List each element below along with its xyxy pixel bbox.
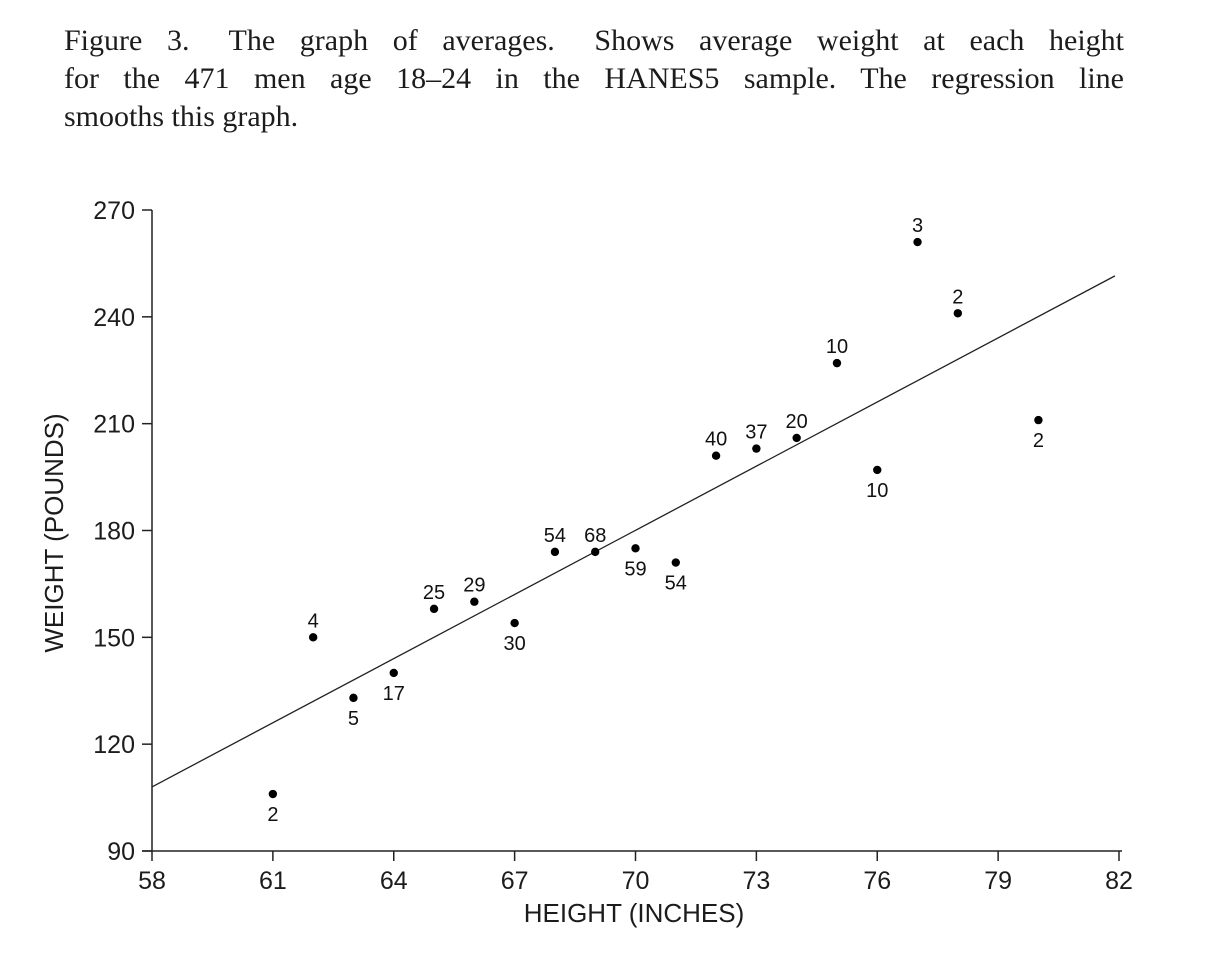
count-label: 10 bbox=[826, 336, 848, 358]
y-tick-label: 90 bbox=[107, 838, 135, 866]
data-point bbox=[550, 547, 560, 557]
caption-line-2: for the 471 men age 18–24 in the HANES5 … bbox=[64, 62, 1124, 95]
x-axis-title: HEIGHT (INCHES) bbox=[524, 898, 745, 928]
data-point bbox=[429, 604, 439, 614]
x-tick-label: 76 bbox=[863, 867, 891, 895]
y-axis-title: WEIGHT (POUNDS) bbox=[39, 413, 69, 652]
data-point bbox=[913, 237, 922, 247]
count-label: 68 bbox=[584, 525, 606, 547]
data-point bbox=[591, 547, 600, 557]
data-point bbox=[349, 693, 358, 703]
x-tick-label: 79 bbox=[984, 867, 1012, 895]
y-tick-label: 120 bbox=[93, 731, 135, 759]
x-tick-label: 58 bbox=[138, 867, 166, 895]
caption-line-1: Figure 3. The graph of averages. Shows a… bbox=[64, 24, 1124, 57]
data-point bbox=[510, 618, 519, 628]
count-label: 5 bbox=[348, 708, 359, 730]
count-label: 30 bbox=[504, 633, 526, 655]
y-tick-label: 180 bbox=[93, 518, 135, 546]
x-tick-label: 67 bbox=[501, 867, 529, 895]
axes bbox=[142, 209, 1122, 861]
y-tick-label: 210 bbox=[93, 411, 135, 439]
x-tick-label: 70 bbox=[622, 867, 650, 895]
count-label: 2 bbox=[267, 804, 278, 826]
data-point bbox=[631, 544, 640, 553]
data-point bbox=[711, 451, 721, 460]
y-tick-label: 270 bbox=[93, 197, 135, 225]
data-point bbox=[953, 309, 963, 318]
count-label: 3 bbox=[912, 215, 923, 237]
count-label: 10 bbox=[866, 480, 888, 502]
data-point bbox=[308, 633, 318, 642]
y-tick-label: 240 bbox=[93, 304, 135, 332]
data-point bbox=[268, 789, 278, 799]
x-tick-label: 82 bbox=[1105, 867, 1133, 895]
count-label: 25 bbox=[423, 582, 445, 604]
x-tick-label: 73 bbox=[742, 867, 770, 895]
data-points: 2 4 5 17 25 29 30 54 68 59 54 40 37 20 10 10 3 2 2 bbox=[267, 215, 1044, 826]
count-label: 40 bbox=[705, 429, 727, 451]
count-label: 29 bbox=[463, 575, 485, 597]
count-label: 54 bbox=[544, 525, 566, 547]
data-point bbox=[752, 444, 761, 453]
regression-line bbox=[151, 275, 1116, 788]
data-point bbox=[671, 558, 680, 567]
data-point bbox=[832, 358, 842, 368]
x-tick-label: 61 bbox=[259, 867, 287, 895]
y-tick-label: 150 bbox=[93, 624, 135, 652]
count-label: 59 bbox=[624, 558, 646, 580]
data-point bbox=[792, 433, 801, 443]
count-label: 2 bbox=[952, 286, 963, 308]
count-label: 20 bbox=[786, 411, 808, 433]
figure-caption: Figure 3. The graph of averages. Shows a… bbox=[64, 22, 1124, 136]
data-point bbox=[873, 465, 882, 475]
count-label: 37 bbox=[745, 422, 767, 444]
data-point bbox=[470, 597, 479, 606]
caption-line-3: smooths this graph. bbox=[64, 100, 299, 133]
count-label: 17 bbox=[383, 683, 405, 705]
count-label: 2 bbox=[1033, 430, 1044, 452]
count-label: 54 bbox=[665, 573, 687, 595]
data-point bbox=[1034, 415, 1043, 425]
x-tick-label: 64 bbox=[380, 867, 408, 895]
data-point bbox=[389, 668, 398, 678]
count-label: 4 bbox=[308, 610, 319, 632]
